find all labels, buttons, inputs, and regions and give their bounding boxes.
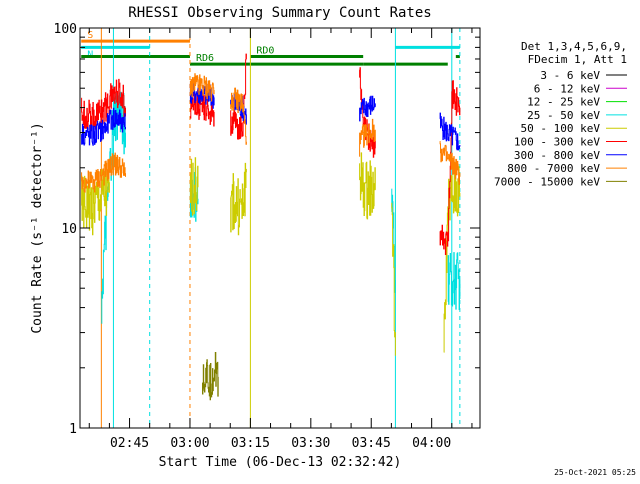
series-line [230,162,247,236]
legend-label: 6 - 12 keV [534,82,601,95]
series-line [202,352,219,401]
legend-label: 3 - 6 keV [540,69,600,82]
legend-item: 3 - 6 keV [540,69,627,82]
series-line [443,165,461,353]
series-line [359,118,376,157]
legend-header: FDecim 1, Att 1 [528,53,627,66]
legend-label: 12 - 25 keV [527,96,600,109]
x-tick-label: 02:45 [110,436,149,451]
series-line [81,78,126,132]
axes-layer: 1 10 100 02:45 03:00 03:15 03:30 03:45 04:00 [54,22,480,451]
x-axis-label: Start Time (06-Dec-13 02:32:42) [159,455,402,470]
segments-layer: SN RD0 RD6 [81,30,460,66]
segment-label: RD6 [196,53,214,64]
series [81,152,461,356]
x-tick-label: 04:00 [412,436,451,451]
y-axis-label: Count Rate (s⁻¹ detector⁻¹) [30,122,45,333]
segment-label: RD0 [256,46,274,57]
series-line [189,157,199,216]
y-tick-label: 10 [61,222,77,237]
legend-item: 25 - 50 keV [527,109,627,122]
legend-label: 25 - 50 keV [527,109,600,122]
series-layer [81,53,461,401]
segment-label: N [87,49,93,60]
legend: Det 1,3,4,5,6,9,FDecim 1, Att 1 3 - 6 keV… [494,40,627,188]
legend-label: 800 - 7000 keV [507,162,600,175]
series-line [447,252,461,310]
series [81,73,461,193]
segment-bar: N [81,45,150,60]
legend-label: 7000 - 15000 keV [494,175,600,188]
legend-label: 100 - 300 keV [514,136,600,149]
segment-label: S [87,30,93,41]
legend-item: 7000 - 15000 keV [494,175,627,188]
segment-bar: RD6 [189,53,364,66]
legend-item: 6 - 12 keV [534,82,627,95]
segment-bar: S [81,30,190,43]
legend-item: 12 - 25 keV [527,96,627,109]
series-line [230,87,247,145]
footer-date: 25-Oct-2021 05:25 [554,468,636,477]
y-tick-label: 100 [54,22,77,37]
x-tick-label: 03:00 [170,436,209,451]
legend-item: 50 - 100 keV [521,122,627,135]
series-line [189,73,215,102]
series-line [81,107,126,146]
series [202,352,219,401]
series-line [439,141,461,185]
x-tick-label: 03:45 [352,436,391,451]
legend-item: 800 - 7000 keV [507,162,627,175]
series-line [439,80,461,255]
legend-header: Det 1,3,4,5,6,9, [521,40,627,53]
legend-item: 100 - 300 keV [514,136,627,149]
series-line [391,202,396,356]
chart-title: RHESSI Observing Summary Count Rates [128,5,431,21]
x-tick-label: 03:15 [231,436,270,451]
x-tick-label: 03:30 [291,436,330,451]
series-line [439,112,461,151]
series-line [359,152,376,220]
series-line [359,95,376,122]
y-tick-label: 1 [69,422,77,437]
legend-item: 300 - 800 keV [514,149,627,162]
segment-bar: RD0 [250,46,364,59]
series-line [81,152,126,193]
legend-label: 300 - 800 keV [514,149,600,162]
legend-label: 50 - 100 keV [521,122,601,135]
